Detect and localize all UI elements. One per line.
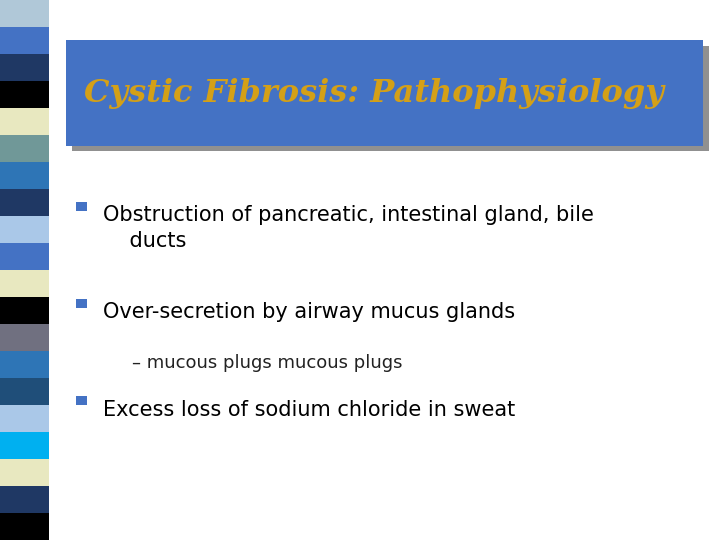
Bar (0, 432, 49, 459)
Bar (76, 299, 87, 308)
Bar (0, 378, 49, 405)
Bar (0, 27, 49, 54)
Bar (0, 162, 49, 189)
Bar (0, 513, 49, 540)
Bar (0, 0, 49, 27)
Bar (0, 324, 49, 351)
Bar (0, 135, 49, 162)
Bar (0, 189, 49, 216)
Bar (0, 405, 49, 432)
Bar (0, 243, 49, 270)
Bar (0, 81, 49, 108)
Text: Over-secretion by airway mucus glands: Over-secretion by airway mucus glands (103, 302, 515, 322)
Bar (0, 486, 49, 513)
Bar (0, 270, 49, 297)
Bar (0, 351, 49, 378)
Text: Excess loss of sodium chloride in sweat: Excess loss of sodium chloride in sweat (103, 400, 516, 420)
Bar (72, 46, 709, 151)
Bar (66, 40, 703, 146)
Bar (76, 202, 87, 211)
Bar (76, 396, 87, 405)
Text: Cystic Fibrosis: Pathophysiology: Cystic Fibrosis: Pathophysiology (84, 78, 664, 109)
Bar (0, 297, 49, 324)
Bar (0, 216, 49, 243)
Text: – mucous plugs mucous plugs: – mucous plugs mucous plugs (132, 354, 402, 372)
Bar (0, 54, 49, 81)
Text: Obstruction of pancreatic, intestinal gland, bile
    ducts: Obstruction of pancreatic, intestinal gl… (103, 205, 594, 251)
Bar (0, 459, 49, 486)
Bar (0, 108, 49, 135)
